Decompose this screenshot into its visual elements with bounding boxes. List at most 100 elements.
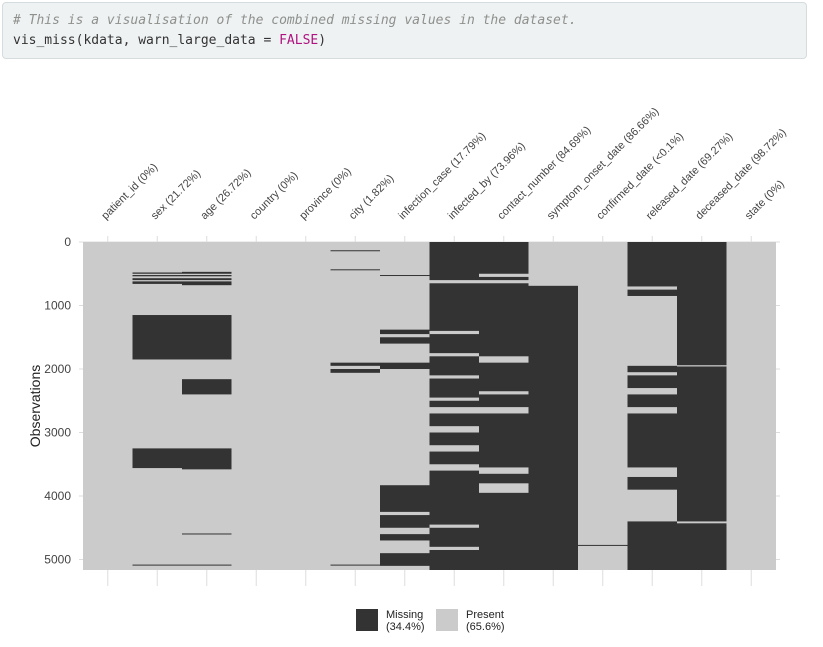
missingness-chart: patient_id (0%)sex (21.72%)age (26.72%)c…: [27, 106, 789, 633]
legend-label-missing: Missing: [386, 609, 423, 621]
missing-segment: [182, 379, 232, 395]
missing-segment: [380, 534, 430, 541]
present-tile: [231, 242, 281, 570]
missing-segment: [627, 521, 677, 570]
missing-segment: [182, 564, 232, 566]
column-label: state (0%): [743, 178, 787, 222]
missing-segment: [380, 362, 430, 370]
code-call: vis_miss(kdata, warn_large_data =: [13, 33, 280, 48]
missing-segment: [182, 278, 232, 281]
missing-segment: [479, 394, 529, 408]
missing-segment: [627, 242, 677, 287]
missing-segment: [479, 283, 529, 357]
missing-segment: [677, 366, 727, 522]
missing-segment: [429, 451, 479, 465]
missing-segment: [380, 275, 430, 277]
present-tile: [132, 242, 182, 570]
missing-segment: [627, 476, 677, 490]
missing-segment: [132, 278, 182, 281]
column-label: infection_case (17.79%): [396, 130, 488, 222]
missing-segment: [429, 334, 479, 354]
legend-swatch-missing: [356, 609, 378, 631]
column-label: deceased_date (98.72%): [693, 127, 788, 222]
code-block: # This is a visualisation of the combine…: [2, 2, 807, 59]
missing-segment: [479, 276, 529, 281]
column-label: sex (21.72%): [149, 168, 203, 222]
missing-segment: [182, 533, 232, 535]
present-tile: [726, 242, 776, 570]
missing-segment: [132, 448, 182, 469]
missing-segment: [380, 337, 430, 344]
column-label: contact_number (84.69%): [495, 124, 593, 222]
missing-segment: [380, 515, 430, 528]
code-call-end: ): [318, 33, 327, 48]
missing-segment: [330, 369, 380, 373]
missing-segment: [627, 365, 677, 373]
missing-segment: [429, 400, 479, 408]
missing-segment: [429, 549, 479, 570]
missing-segment: [132, 564, 182, 566]
legend-label-present: Present: [466, 609, 504, 621]
missing-segment: [627, 413, 677, 468]
missing-segment: [182, 315, 232, 360]
missing-segment: [479, 362, 529, 392]
missing-segment: [132, 315, 182, 360]
missing-segment: [429, 413, 479, 427]
legend-swatch-present: [436, 609, 458, 631]
missing-segment: [429, 283, 479, 331]
missing-segment: [578, 544, 628, 546]
y-tick-label: 1000: [44, 299, 71, 313]
present-tile: [83, 242, 133, 570]
missing-segment: [380, 485, 430, 512]
missing-segment: [132, 272, 182, 274]
missing-segment: [627, 289, 677, 296]
missing-segment: [627, 375, 677, 389]
legend-pct-present: (65.6%): [466, 621, 505, 633]
missing-segment: [429, 378, 479, 398]
y-tick-label: 3000: [44, 426, 71, 440]
y-tick-label: 5000: [44, 553, 71, 567]
column-label: confirmed_date (<0.1%): [594, 130, 686, 222]
present-tile: [281, 242, 331, 570]
column-label: city (1.82%): [347, 173, 397, 223]
present-tile: [578, 242, 628, 570]
missing-segment: [528, 285, 578, 570]
missing-segment: [429, 432, 479, 446]
column-label: province (0%): [297, 166, 353, 222]
legend-pct-missing: (34.4%): [386, 621, 425, 633]
missing-segment: [677, 242, 727, 366]
missing-segment: [380, 329, 430, 335]
missing-segment: [479, 413, 529, 468]
missing-segment: [429, 470, 479, 525]
missing-segment: [330, 250, 380, 252]
missing-segment: [479, 242, 529, 274]
missing-segment: [132, 275, 182, 277]
missing-segment: [330, 362, 380, 366]
code-bool: FALSE: [279, 33, 319, 48]
present-tile: [182, 242, 232, 570]
missing-segment: [182, 271, 232, 274]
missing-segment: [429, 242, 479, 281]
code-comment: # This is a visualisation of the combine…: [13, 13, 577, 28]
y-tick-label: 4000: [44, 489, 71, 503]
y-tick-label: 0: [64, 235, 71, 249]
missing-segment: [479, 473, 529, 484]
column-label: age (26.72%): [198, 167, 253, 222]
column-label: country (0%): [248, 170, 301, 223]
missing-segment: [380, 553, 430, 566]
y-tick-label: 2000: [44, 362, 71, 376]
missing-segment: [429, 527, 479, 547]
missing-segment: [429, 356, 479, 376]
missing-segment: [479, 492, 529, 570]
code-line: vis_miss(kdata, warn_large_data = FALSE): [13, 31, 796, 51]
missing-segment: [182, 275, 232, 277]
missing-segment: [330, 269, 380, 271]
missing-segment: [627, 394, 677, 408]
column-label: released_date (69.27%): [644, 131, 736, 223]
missing-segment: [182, 281, 232, 286]
missing-segment: [182, 448, 232, 470]
present-tile: [330, 242, 380, 570]
missing-segment: [330, 564, 380, 566]
y-axis-label: Observations: [27, 365, 43, 447]
missing-segment: [677, 523, 727, 570]
